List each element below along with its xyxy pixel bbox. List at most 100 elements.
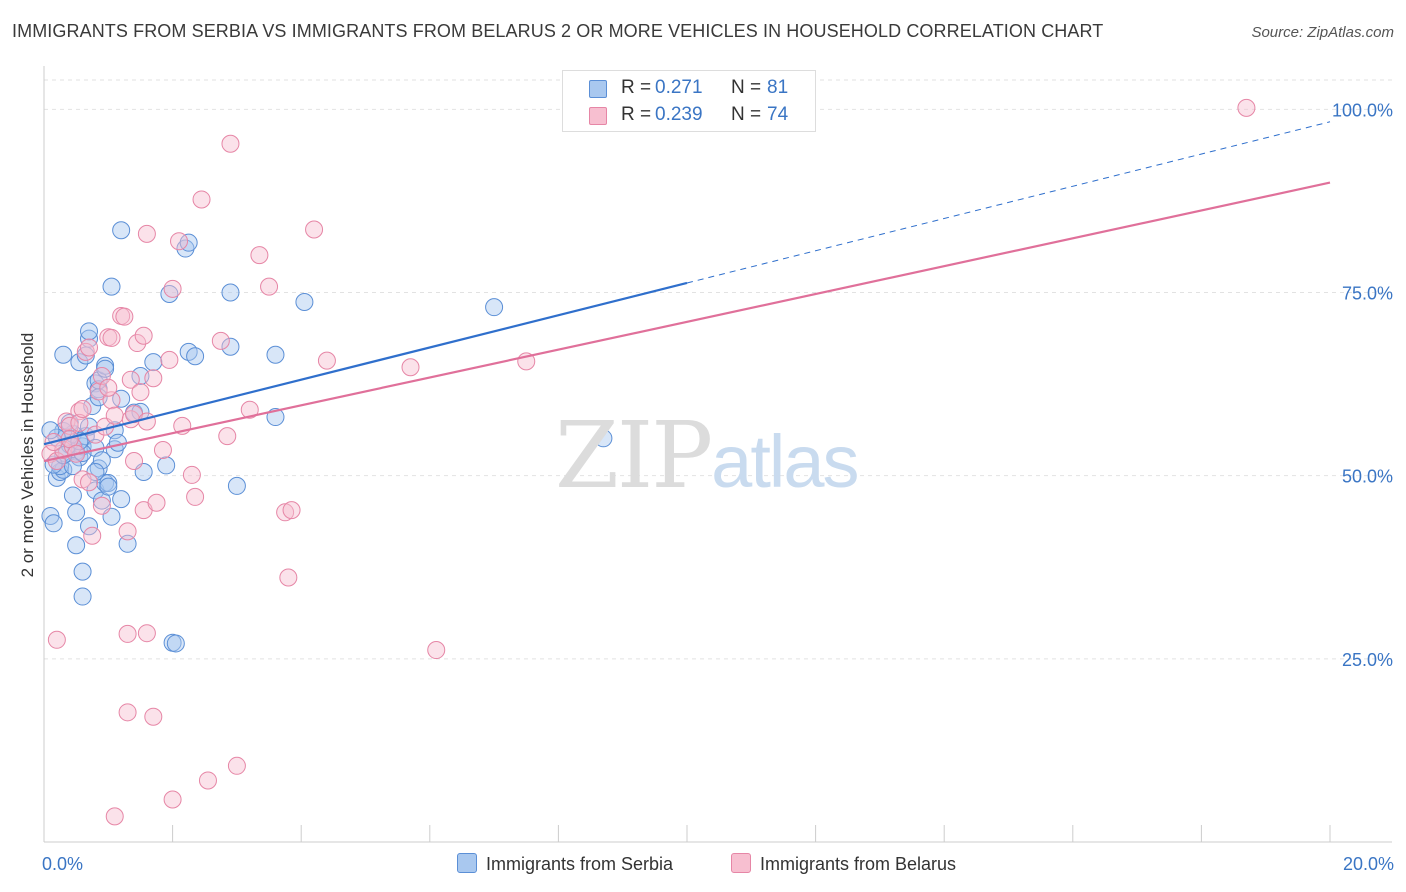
legend-item-belarus[interactable]: Immigrants from Belarus	[731, 852, 956, 876]
zipatlas-watermark: ZIPatlas	[555, 402, 859, 509]
belarus-point	[128, 334, 147, 353]
belarus-point	[427, 641, 446, 660]
serbia-point	[112, 490, 131, 509]
serbia-point	[485, 298, 504, 317]
belarus-point	[250, 246, 269, 265]
serbia-point	[144, 353, 163, 372]
belarus-point	[115, 307, 134, 326]
belarus-point	[70, 413, 89, 432]
belarus-point	[1237, 98, 1256, 117]
gridlines	[44, 79, 1392, 660]
belarus-point	[227, 756, 246, 775]
belarus-point	[221, 134, 240, 153]
belarus-point	[137, 412, 156, 431]
belarus-point	[276, 503, 295, 522]
belarus-point	[99, 378, 118, 397]
serbia-point	[157, 456, 176, 475]
serbia-trend-extension	[686, 121, 1331, 284]
serbia-point	[67, 503, 86, 522]
belarus-point	[92, 496, 111, 515]
watermark-atlas: atlas	[711, 420, 859, 503]
belarus-point	[125, 452, 144, 471]
belarus-point	[401, 358, 420, 377]
serbia-point	[92, 451, 111, 470]
serbia-points	[41, 221, 613, 653]
serbia-point	[266, 345, 285, 364]
belarus-point	[240, 400, 259, 419]
belarus-point	[131, 383, 150, 402]
serbia-point	[594, 429, 613, 448]
belarus-point	[218, 427, 237, 446]
serbia-point	[118, 534, 137, 553]
serbia-point	[67, 536, 86, 555]
serbia-point	[112, 221, 131, 240]
belarus-point	[147, 493, 166, 512]
serbia-point	[70, 353, 89, 372]
serbia-point	[166, 634, 185, 653]
serbia-point	[221, 337, 240, 356]
r-label: R =	[621, 77, 652, 98]
belarus-point	[80, 473, 99, 492]
r-value: 0.271	[655, 77, 703, 98]
belarus-point	[186, 487, 205, 506]
y-tick-label: 25.0%	[1342, 650, 1393, 670]
n-label: N =	[731, 77, 762, 98]
belarus-point	[317, 351, 336, 370]
belarus-point	[89, 382, 108, 401]
serbia-legend-swatch	[457, 853, 477, 873]
axes	[43, 66, 1392, 843]
n-label: N =	[731, 104, 762, 125]
belarus-point	[73, 399, 92, 418]
belarus-point	[182, 465, 201, 484]
y-tick-label: 100.0%	[1332, 100, 1393, 120]
serbia-point	[176, 239, 195, 258]
serbia-point	[295, 293, 314, 312]
belarus-point	[80, 338, 99, 357]
trend-lines	[43, 121, 1331, 463]
belarus-point	[170, 232, 189, 251]
belarus-trend-line	[43, 181, 1331, 463]
belarus-point	[137, 224, 156, 243]
r-value: 0.239	[655, 104, 703, 125]
r-label: R =	[621, 104, 652, 125]
stats-legend-row-serbia: R = 0.271 N = 81	[563, 75, 815, 101]
belarus-point	[163, 790, 182, 809]
serbia-point	[102, 277, 121, 296]
serbia-point	[54, 345, 73, 364]
tick-labels: 25.0% 50.0% 75.0% 100.0% 0.0% 20.0%	[42, 100, 1394, 874]
chart-title: IMMIGRANTS FROM SERBIA VS IMMIGRANTS FRO…	[12, 21, 1104, 41]
belarus-point	[279, 568, 298, 587]
belarus-point	[92, 367, 111, 386]
belarus-point	[163, 279, 182, 298]
source-credit: Source: ZipAtlas.com	[1251, 24, 1394, 41]
serbia-point	[186, 347, 205, 366]
n-value: 74	[767, 104, 789, 125]
stats-legend: R = 0.271 N = 81 R = 0.239 N = 74	[562, 70, 816, 132]
serbia-point	[112, 389, 131, 408]
y-tick-label: 50.0%	[1342, 467, 1393, 487]
belarus-point	[160, 350, 179, 369]
serbia-point	[160, 284, 179, 303]
x-tick-label: 20.0%	[1343, 854, 1394, 874]
serbia-point	[179, 233, 198, 252]
belarus-point	[47, 630, 66, 649]
serbia-point	[41, 421, 60, 440]
watermark-zip: ZIP	[555, 402, 713, 509]
belarus-points	[41, 98, 1256, 826]
legend-item-serbia[interactable]: Immigrants from Serbia	[457, 852, 673, 876]
belarus-point	[105, 807, 124, 826]
serbia-trend-line	[43, 281, 688, 446]
serbia-point	[80, 322, 99, 341]
belarus-point	[83, 526, 102, 545]
serbia-point	[227, 476, 246, 495]
belarus-point	[153, 441, 172, 460]
belarus-point	[137, 624, 156, 643]
belarus-point	[118, 624, 137, 643]
belarus-legend-label: Immigrants from Belarus	[760, 854, 957, 874]
y-tick-label: 75.0%	[1342, 284, 1393, 304]
serbia-point	[44, 514, 63, 533]
belarus-point	[198, 771, 217, 790]
serbia-point	[73, 562, 92, 581]
belarus-point	[260, 277, 279, 296]
stats-legend-row-belarus: R = 0.239 N = 74	[563, 102, 815, 128]
